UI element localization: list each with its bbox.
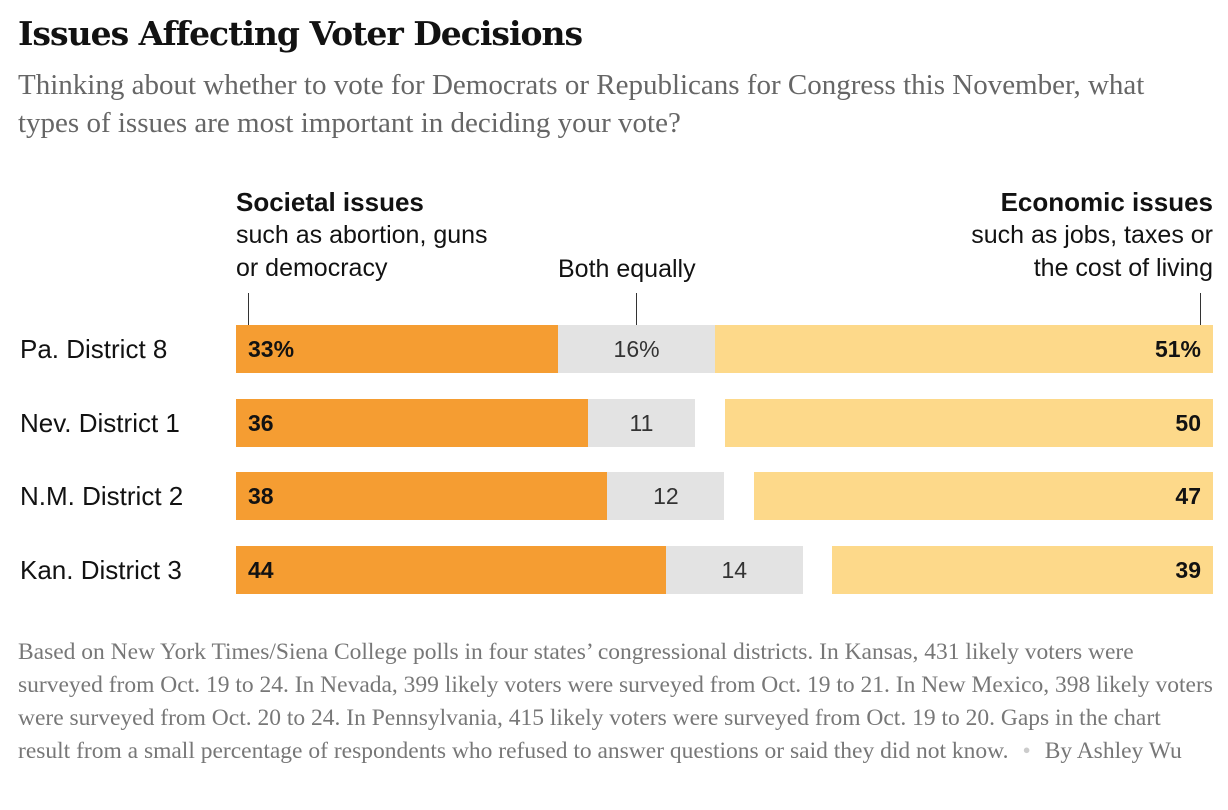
row-label: Kan. District 3 <box>20 555 182 586</box>
note-text: Based on New York Times/Siena College po… <box>18 639 1213 764</box>
data-label: 51% <box>1154 336 1201 362</box>
data-label: 33% <box>248 336 295 362</box>
bar-economic-issues <box>714 325 1213 373</box>
footnote: Based on New York Times/Siena College po… <box>18 636 1218 768</box>
legend-both: Both equally <box>558 255 696 283</box>
bar-societal-issues <box>236 325 559 373</box>
legend-tick <box>248 293 249 325</box>
data-label: 11 <box>629 409 654 436</box>
bar-economic-issues <box>724 398 1213 447</box>
bar-societal-issues <box>236 472 608 521</box>
legend-societal: Societal issues such as abortion, guns o… <box>236 186 496 285</box>
row-label: Pa. District 8 <box>20 334 168 364</box>
bar-both-equally <box>607 472 725 521</box>
bar-both-equally <box>665 546 803 595</box>
byline: By Ashley Wu <box>1044 738 1182 764</box>
chart-title: Issues Affecting Voter Decisions <box>18 14 583 53</box>
bar-societal-issues <box>236 398 588 447</box>
data-label: 39 <box>1175 557 1201 584</box>
data-label: 47 <box>1175 483 1201 510</box>
row-label: Nev. District 1 <box>20 407 180 438</box>
bar-both-equally <box>587 398 696 447</box>
legend-economic: Economic issues such as jobs, taxes or t… <box>963 186 1213 285</box>
separator-dot: • <box>1022 738 1031 764</box>
legend-societal-desc: such as abortion, guns or democracy <box>236 221 488 282</box>
legend-societal-name: Societal issues <box>236 187 424 217</box>
data-label: 38 <box>248 483 274 510</box>
data-label: 12 <box>653 483 679 510</box>
legend-tick <box>1200 293 1201 325</box>
legend-economic-desc: such as jobs, taxes or the cost of livin… <box>971 221 1213 282</box>
chart-subtitle: Thinking about whether to vote for Democ… <box>18 69 1145 139</box>
bar-societal-issues <box>236 546 666 595</box>
data-label: 14 <box>721 557 748 584</box>
data-label: 50 <box>1175 409 1201 436</box>
bar-both-equally <box>558 325 715 373</box>
row-label: N.M. District 2 <box>20 481 184 512</box>
data-label: 44 <box>248 557 274 584</box>
bar-economic-issues <box>753 472 1213 521</box>
data-label: 16% <box>613 336 660 362</box>
legend-economic-name: Economic issues <box>1000 187 1213 217</box>
data-label: 36 <box>248 409 274 436</box>
bar-economic-issues <box>831 546 1213 595</box>
legend-tick <box>636 293 637 325</box>
